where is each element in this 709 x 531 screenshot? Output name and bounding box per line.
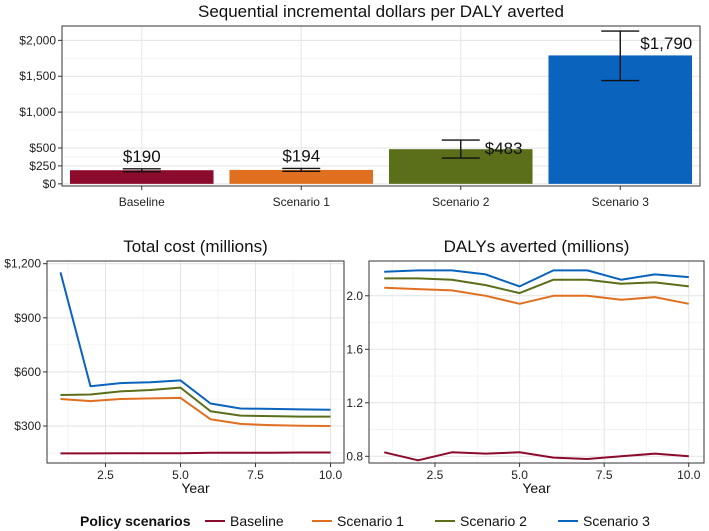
bar-xtick-label: Scenario 1 — [273, 195, 331, 209]
legend-label-scenario-2: Scenario 2 — [460, 513, 527, 529]
cost-plot-area — [47, 261, 344, 463]
data-label-scenario-3: $1,790 — [640, 34, 692, 53]
legend: Policy scenarios Baseline Scenario 1 Scenar… — [80, 513, 650, 529]
cost-line-scenario-1 — [60, 396, 331, 427]
bar-scenario-1 — [229, 169, 374, 184]
bar-ytick-label: $250 — [29, 159, 56, 173]
cost-xtick-label: 7.5 — [247, 468, 264, 482]
bar-xtick-label: Scenario 3 — [592, 195, 650, 209]
daly-ytick-label: 0.8 — [346, 449, 363, 463]
bar-chart-title: Sequential incremental dollars per DALY … — [198, 2, 564, 21]
bar-ytick-label: $0 — [43, 177, 57, 191]
cost-ytick-label: $300 — [14, 419, 41, 433]
daly-xtick-label: 7.5 — [596, 468, 613, 482]
data-label-baseline: $190 — [123, 147, 161, 166]
bar-chart: $0 $250 $500 $1,000 $1,500 $2,000 $190 Baseline… — [19, 2, 701, 209]
legend-label-scenario-1: Scenario 1 — [337, 513, 404, 529]
cost-plot-frame — [46, 260, 345, 464]
daly-ytick-label: 2.0 — [346, 289, 363, 303]
daly-xtick-label: 10.0 — [677, 468, 701, 482]
daly-chart: 2.5 5.0 7.5 10.0 0.8 1.2 1.6 2.0 DALYs averted (… — [346, 237, 705, 496]
daly-xtick-label: 2.5 — [427, 468, 444, 482]
daly-line-scenario-1 — [384, 286, 689, 305]
data-label-scenario-1: $194 — [282, 146, 320, 165]
cost-chart-title: Total cost (millions) — [123, 237, 268, 256]
daly-line-scenario-2 — [384, 277, 689, 295]
daly-x-axis-label: Year — [522, 480, 551, 496]
daly-ytick-label: 1.2 — [346, 396, 363, 410]
bar-ytick-label: $1,500 — [19, 69, 56, 83]
cost-line-baseline — [60, 451, 331, 455]
daly-plot-frame — [368, 260, 705, 464]
data-label-scenario-2: $483 — [485, 139, 523, 158]
cost-chart: 2.5 5.0 7.5 10.0 $300 $600 $900 $1,200 Total cos… — [4, 237, 345, 496]
daly-chart-title: DALYs averted (millions) — [444, 237, 630, 256]
bar-ytick-label: $2,000 — [19, 33, 56, 47]
daly-ytick-label: 1.6 — [346, 342, 363, 356]
legend-label-baseline: Baseline — [230, 513, 284, 529]
legend-label-scenario-3: Scenario 3 — [583, 513, 650, 529]
cost-xtick-label: 5.0 — [172, 468, 189, 482]
bar-xtick-label: Baseline — [119, 195, 165, 209]
cost-ytick-label: $1,200 — [4, 257, 41, 271]
legend-title: Policy scenarios — [80, 513, 191, 529]
cost-ytick-label: $900 — [14, 311, 41, 325]
cost-xtick-label: 10.0 — [319, 468, 343, 482]
cost-line-scenario-2 — [60, 386, 331, 418]
daly-line-baseline — [383, 451, 689, 462]
bar-baseline — [69, 170, 214, 184]
daly-xtick-label: 5.0 — [511, 468, 528, 482]
daly-plot-area — [369, 261, 704, 463]
bar-ytick-label: $1,000 — [19, 105, 56, 119]
cost-xtick-label: 2.5 — [97, 468, 114, 482]
cost-ytick-label: $600 — [14, 365, 41, 379]
bar-ytick-label: $500 — [29, 141, 56, 155]
daly-line-scenario-3 — [384, 269, 689, 288]
cost-x-axis-label: Year — [181, 480, 210, 496]
bar-plot-frame — [61, 25, 701, 187]
cost-line-scenario-3 — [59, 272, 331, 411]
bar-xtick-label: Scenario 2 — [432, 195, 490, 209]
